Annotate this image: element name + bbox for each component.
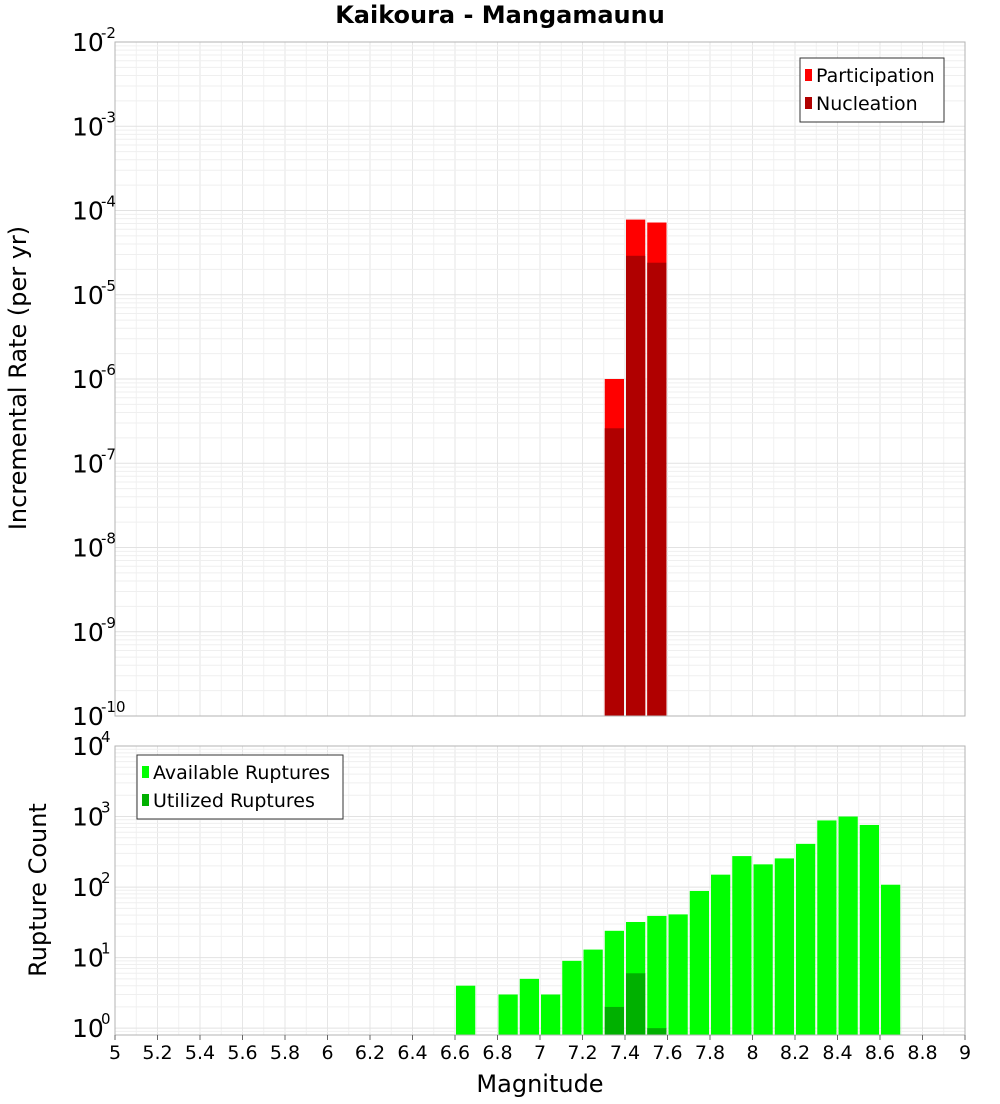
top-y-tick-label: 10: [72, 618, 104, 647]
bottom-bar-a: [838, 816, 858, 1035]
top-y-tick-exponent: -4: [101, 193, 116, 211]
top-y-tick-exponent: -9: [101, 614, 116, 632]
top-bar-b: [604, 428, 624, 716]
bottom-y-axis-label: Rupture Count: [24, 803, 52, 977]
x-tick-label: 6.2: [355, 1042, 385, 1064]
bottom-y-tick-label: 10: [72, 732, 104, 761]
x-tick-label: 6.8: [482, 1042, 512, 1064]
bottom-bar-a: [689, 890, 709, 1035]
bottom-legend-swatch: [142, 794, 149, 806]
bottom-bar-a: [498, 994, 518, 1035]
top-plot-area: 10-1010-910-810-710-610-510-410-310-2Par…: [72, 24, 966, 731]
bottom-bar-a: [732, 856, 752, 1035]
bottom-bar-a: [647, 915, 667, 1035]
top-y-tick-label: 10: [72, 281, 104, 310]
bottom-y-tick-label: 10: [72, 803, 104, 832]
bottom-y-tick-exponent: 1: [101, 940, 111, 958]
top-plot-frame: [114, 41, 966, 717]
top-y-tick-exponent: -10: [101, 698, 126, 716]
x-tick-label: 7.4: [610, 1042, 640, 1064]
x-tick-label: 7.2: [567, 1042, 597, 1064]
x-tick-label: 6.6: [440, 1042, 470, 1064]
top-y-tick-exponent: -8: [101, 530, 116, 548]
bottom-bar-b: [647, 1028, 667, 1035]
bottom-legend: [136, 754, 344, 820]
bottom-y-tick-exponent: 0: [101, 1010, 111, 1028]
bottom-bar-a: [774, 858, 794, 1035]
bottom-y-tick-label: 10: [72, 944, 104, 973]
top-y-axis-label: Incremental Rate (per yr): [4, 226, 32, 530]
top-y-tick-label: 10: [72, 702, 104, 731]
bottom-y-tick-exponent: 2: [101, 869, 111, 887]
x-axis-label: Magnitude: [476, 1070, 603, 1098]
top-y-tick-exponent: -7: [101, 445, 116, 463]
bottom-y-tick-exponent: 3: [101, 799, 111, 817]
top-y-tick-label: 10: [72, 534, 104, 563]
x-tick-label: 5: [109, 1042, 121, 1064]
bottom-bar-a: [519, 978, 539, 1035]
top-bar-b: [626, 255, 646, 716]
bottom-bar-a: [796, 843, 816, 1035]
bottom-bar-a: [711, 874, 731, 1035]
top-y-tick-exponent: -3: [101, 108, 116, 126]
bottom-y-tick-label: 10: [72, 1014, 104, 1043]
top-y-tick-label: 10: [72, 28, 104, 57]
bottom-y-tick-label: 10: [72, 873, 104, 902]
bottom-bar-a: [583, 949, 603, 1035]
x-tick-label: 7.8: [695, 1042, 725, 1064]
x-tick-label: 7.6: [652, 1042, 682, 1064]
x-tick-label: 9: [959, 1042, 971, 1064]
x-tick-label: 5.8: [270, 1042, 300, 1064]
top-legend-label: Participation: [816, 65, 935, 87]
bottom-legend-label: Utilized Ruptures: [153, 790, 315, 812]
bottom-bar-b: [626, 973, 646, 1035]
x-tick-label: 5.2: [142, 1042, 172, 1064]
top-y-tick-label: 10: [72, 449, 104, 478]
bottom-bar-a: [562, 960, 582, 1035]
top-legend-swatch: [805, 69, 812, 81]
top-y-tick-exponent: -2: [101, 24, 116, 42]
x-tick-label: 7: [534, 1042, 546, 1064]
top-y-tick-label: 10: [72, 112, 104, 141]
chart-title: Kaikoura - Mangamaunu: [335, 1, 665, 29]
bottom-bar-a: [859, 824, 879, 1035]
top-y-tick-label: 10: [72, 197, 104, 226]
bottom-bar-a: [456, 985, 476, 1035]
bottom-bar-a: [881, 884, 901, 1035]
bottom-bar-b: [604, 1006, 624, 1035]
x-tick-label: 5.4: [185, 1042, 215, 1064]
top-legend: [799, 57, 945, 123]
top-y-tick-exponent: -5: [101, 277, 116, 295]
bottom-bar-a: [817, 820, 837, 1035]
x-tick-label: 6.4: [397, 1042, 427, 1064]
x-tick-label: 8.2: [780, 1042, 810, 1064]
top-legend-label: Nucleation: [816, 93, 918, 115]
x-tick-label: 8: [746, 1042, 758, 1064]
top-y-tick-exponent: -6: [101, 361, 116, 379]
x-tick-label: 5.6: [227, 1042, 257, 1064]
x-tick-label: 8.8: [907, 1042, 937, 1064]
bottom-bar-a: [541, 994, 561, 1035]
top-legend-swatch: [805, 97, 812, 109]
bottom-legend-swatch: [142, 766, 149, 778]
top-y-tick-label: 10: [72, 365, 104, 394]
bottom-bar-a: [668, 914, 688, 1035]
bottom-bar-a: [753, 864, 773, 1035]
top-bar-b: [647, 262, 667, 716]
x-tick-label: 8.6: [865, 1042, 895, 1064]
bottom-legend-label: Available Ruptures: [153, 762, 330, 784]
bottom-y-tick-exponent: 4: [101, 728, 111, 746]
x-tick-label: 6: [321, 1042, 333, 1064]
x-tick-label: 8.4: [822, 1042, 852, 1064]
